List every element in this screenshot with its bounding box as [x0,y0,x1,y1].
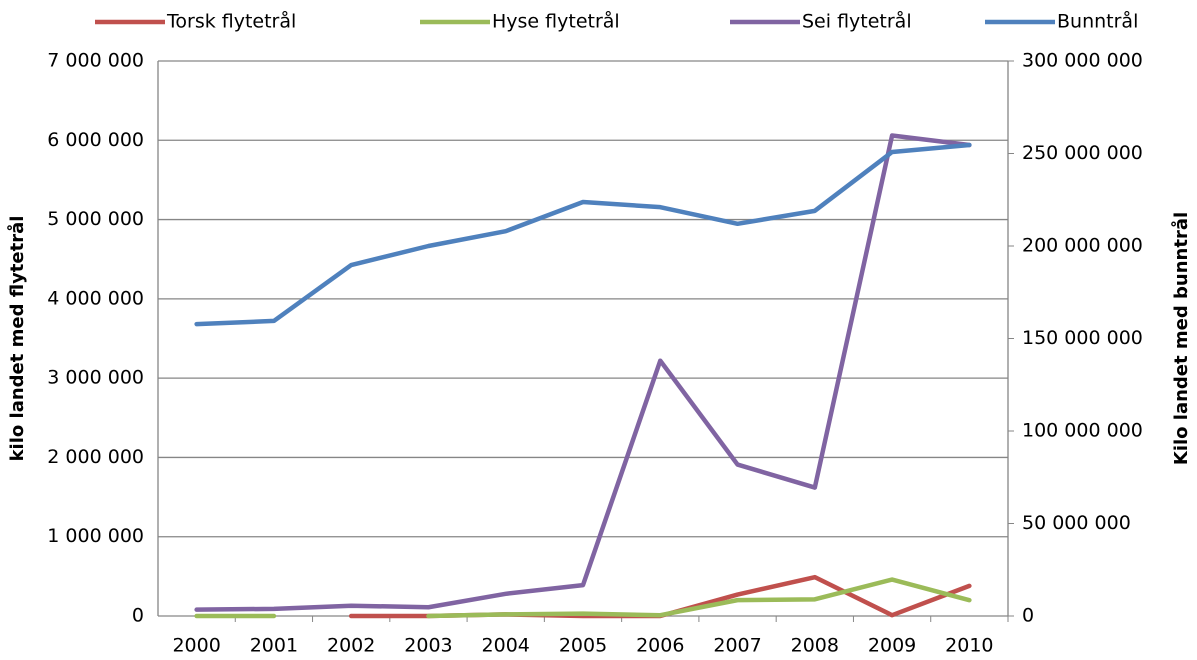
x-tick-label: 2002 [327,635,375,657]
x-tick-label: 2004 [482,635,530,657]
x-tick-label: 2001 [250,635,298,657]
x-tick-label: 2000 [172,635,220,657]
legend-label: Hyse flytetrål [492,10,620,33]
y-tick-label: 1 000 000 [47,525,144,547]
y-tick-label: 7 000 000 [47,50,144,72]
x-tick-label: 2008 [791,635,839,657]
y-tick-label: 3 000 000 [47,367,144,389]
x-tick-label: 2010 [945,635,993,657]
x-tick-label: 2007 [713,635,761,657]
y2-tick-label: 50 000 000 [1022,512,1131,534]
legend-label: Torsk flytetrål [166,10,296,33]
y2-tick-label: 300 000 000 [1022,50,1143,72]
y-axis-title: kilo landet med flytetrål [6,216,28,462]
legend-label: Bunntrål [1057,10,1138,33]
series-line [194,577,972,619]
series-line [194,133,972,612]
y2-tick-label: 150 000 000 [1022,327,1143,349]
y2-tick-label: 0 [1022,605,1034,627]
y2-tick-label: 200 000 000 [1022,235,1143,257]
series-line [194,142,972,327]
y-tick-label: 4 000 000 [47,287,144,309]
y2-tick-label: 100 000 000 [1022,420,1143,442]
y2-tick-label: 250 000 000 [1022,142,1143,164]
y2-axis-title: Kilo landet med bunntrål [1170,212,1192,465]
x-tick-label: 2009 [868,635,916,657]
x-tick-label: 2005 [559,635,607,657]
x-tick-label: 2006 [636,635,684,657]
y-tick-label: 5 000 000 [47,208,144,230]
legend-label: Sei flytetrål [802,10,912,33]
x-tick-label: 2003 [404,635,452,657]
y-tick-label: 6 000 000 [47,129,144,151]
y-tick-label: 2 000 000 [47,446,144,468]
y-tick-label: 0 [132,605,144,627]
